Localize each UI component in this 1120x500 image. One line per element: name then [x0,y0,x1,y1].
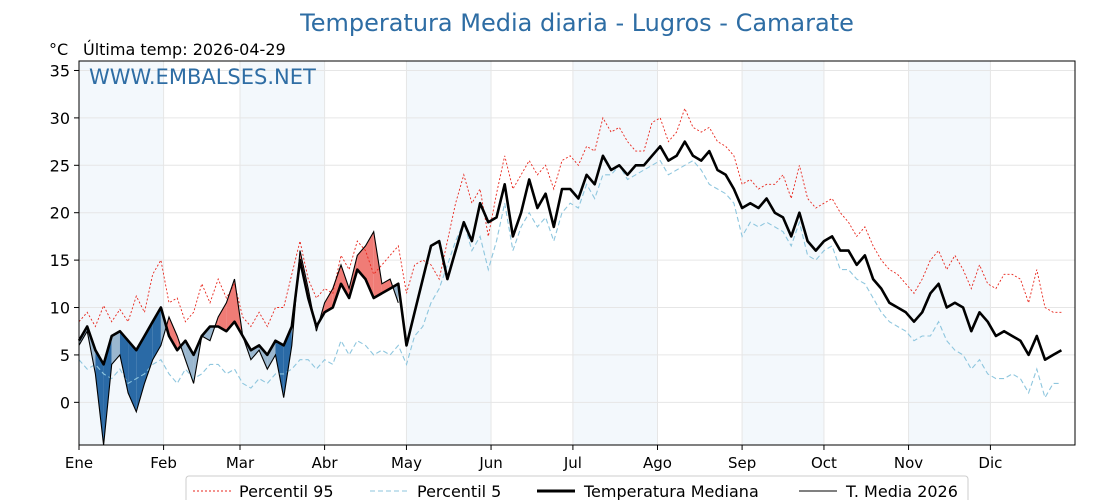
y-axis: 0 5 10 15 20 25 30 35 [50,61,79,412]
x-tick-label-may: May [391,454,422,472]
fill-below-median [275,340,284,398]
fill-above-median [341,264,350,298]
watermark-text: WWW.EMBALSES.NET [89,65,316,89]
y-tick-label: 0 [60,393,70,412]
legend-label-median: Temperatura Mediana [583,482,759,500]
fill-below-median [111,331,120,365]
x-tick-label-nov: Nov [894,454,923,472]
x-tick-label-jul: Jul [563,454,582,472]
y-tick-label: 5 [60,346,70,365]
fill-below-median [283,326,292,398]
fill-above-median [324,288,333,313]
x-tick-label-feb: Feb [150,454,177,472]
legend-box [185,475,969,500]
fill-below-median [250,345,260,360]
x-tick-label-abr: Abr [312,454,339,472]
x-tick-label-sep: Sep [728,454,756,472]
x-tick-label-ene: Ene [65,454,93,472]
series-lines [77,107,1063,446]
y-unit-label: °C [49,40,68,59]
legend-label-current: T. Media 2026 [845,482,958,500]
series-line-2026 [78,230,399,446]
fill-below-median [144,321,153,384]
shaded-month-nov [908,61,991,445]
fill-above-median [218,302,227,332]
fill-below-median [136,336,145,412]
fill-above-median [226,279,235,332]
fill-below-median [95,350,104,445]
plot-frame [78,60,1076,446]
x-axis: Ene Feb Mar Abr May Jun Jul Ago Sep Oct Nov Dic [65,445,1002,472]
legend-label-p5: Percentil 5 [417,482,501,500]
fill-above-median [169,317,178,351]
series-line-p95 [78,107,1062,328]
fill-below-median [128,340,137,412]
x-tick-label-dic: Dic [978,454,1002,472]
x-tick-label-mar: Mar [226,454,255,472]
fill-below-median [119,331,129,393]
shaded-month-jul [572,61,658,445]
legend-label-p95: Percentil 95 [239,482,334,500]
x-tick-label-ago: Ago [643,454,672,472]
legend: Percentil 95 Percentil 5 Temperatura Med… [185,475,969,500]
y-tick-label: 10 [50,299,70,318]
shaded-month-sep [742,61,824,445]
y-tick-label: 25 [50,156,70,175]
x-tick-label-oct: Oct [811,454,837,472]
series-line-p5 [78,159,1062,399]
fill-below-median [267,340,276,370]
last-temp-label: Última temp: 2026-04-29 [83,40,286,59]
month-shading [79,61,991,445]
fill-above-median [373,231,382,298]
fill-below-median [103,336,112,445]
chart-title: Temperatura Media diaria - Lugros - Cama… [299,9,854,37]
shaded-month-may [406,61,492,445]
y-tick-label: 15 [50,251,70,270]
fill-above-median [332,264,341,308]
y-tick-label: 30 [50,109,70,128]
shaded-month-ene [79,61,164,445]
y-tick-label: 20 [50,204,70,223]
x-tick-label-jun: Jun [478,454,502,472]
y-tick-label: 35 [50,61,70,80]
